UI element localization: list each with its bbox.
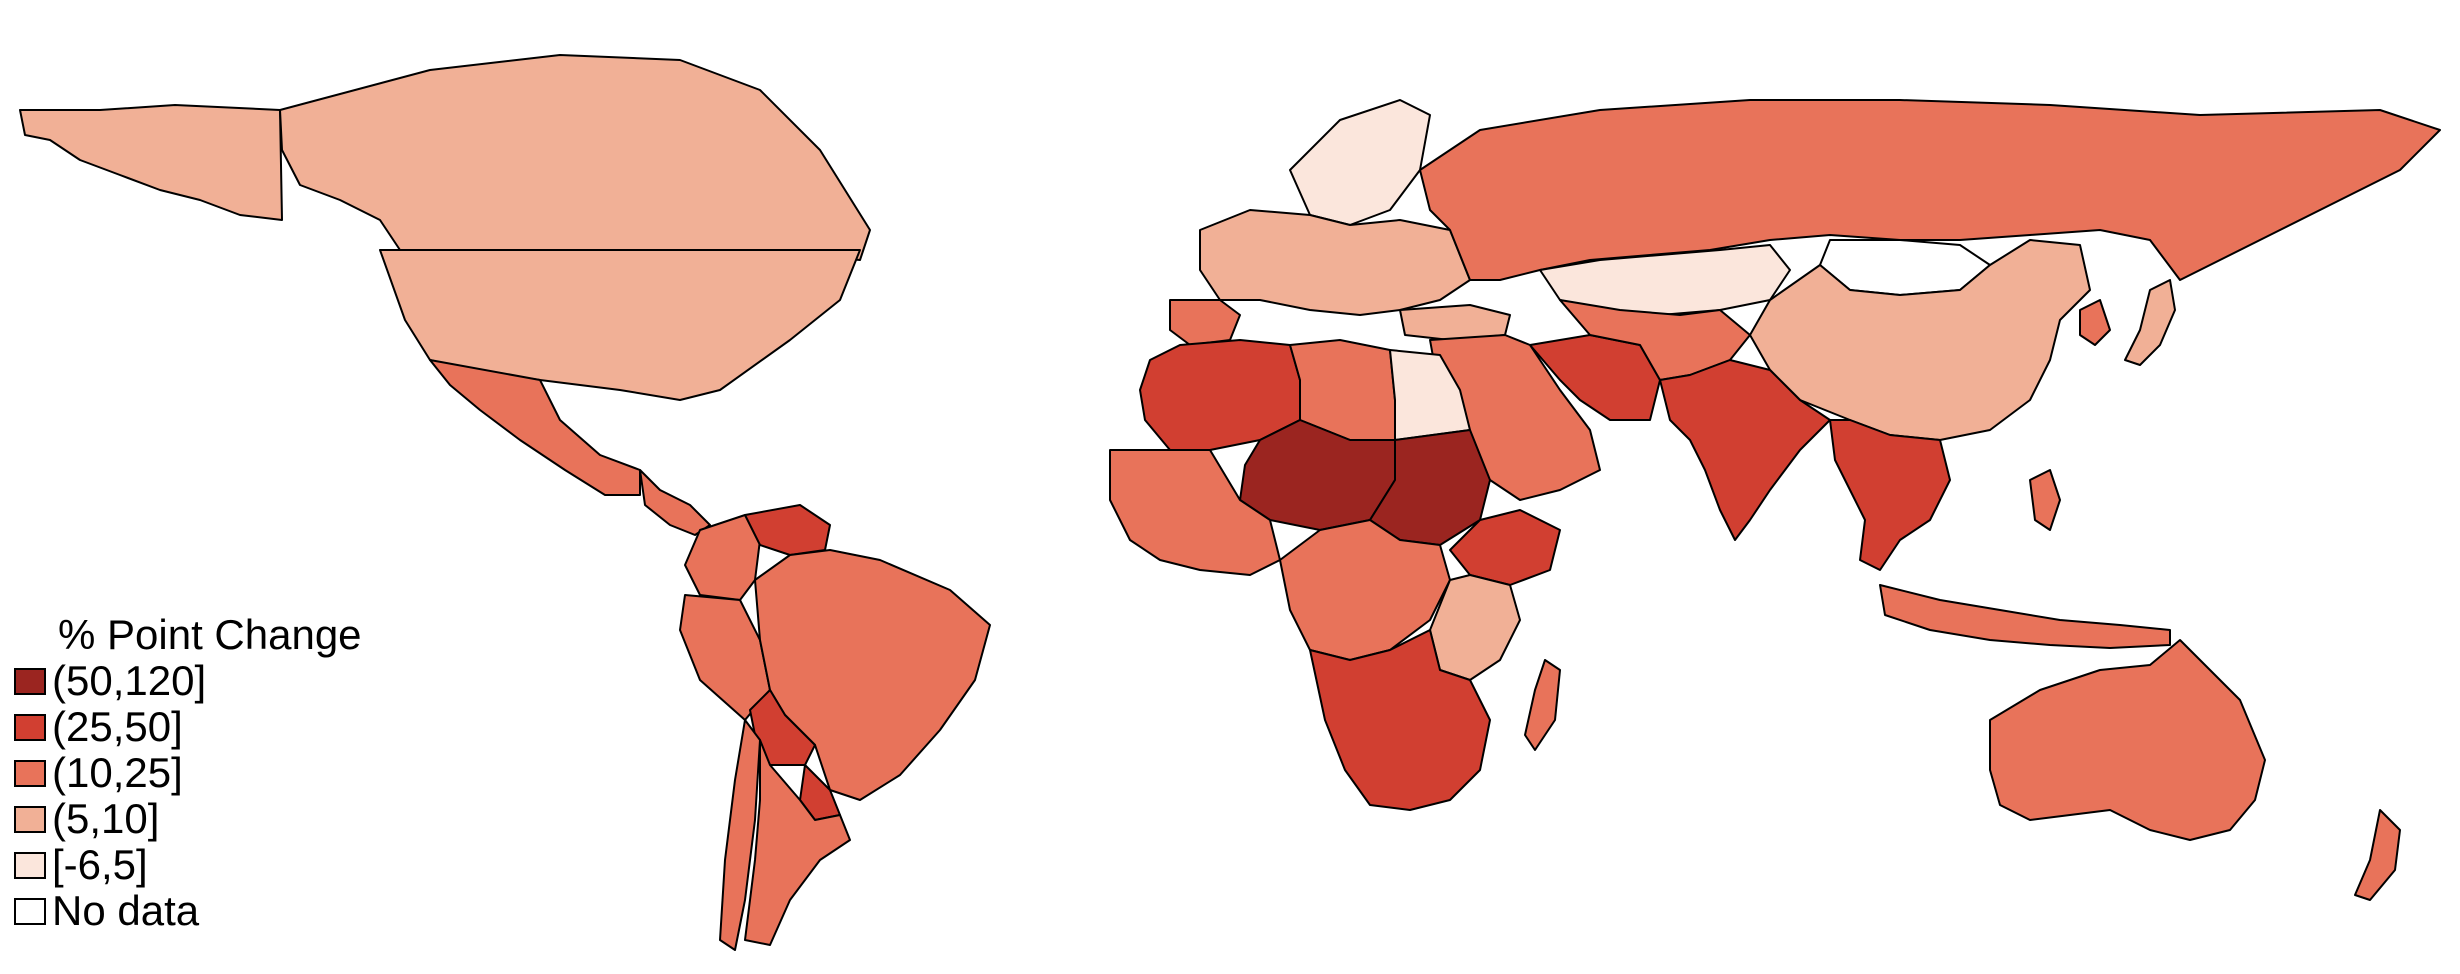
region-alaska xyxy=(19,104,283,221)
region-southern-africa xyxy=(1309,629,1491,811)
legend-item: (10,25] xyxy=(14,750,362,796)
legend-label: (25,50] xyxy=(52,703,183,750)
region-argentina xyxy=(744,739,851,946)
legend-label: (5,10] xyxy=(52,795,160,842)
legend-swatch xyxy=(14,713,46,741)
region-scandinavia xyxy=(1289,99,1431,226)
region-philippines xyxy=(2029,469,2061,531)
legend-swatch xyxy=(14,805,46,833)
legend-item: No data xyxy=(14,888,362,934)
region-canada xyxy=(279,54,871,261)
legend-label: (10,25] xyxy=(52,749,183,796)
legend-label: No data xyxy=(52,887,200,934)
region-new-zealand xyxy=(2354,809,2401,901)
region-west-africa xyxy=(1109,449,1281,576)
region-bolivia xyxy=(749,689,816,766)
legend-item: (50,120] xyxy=(14,658,362,704)
region-peru xyxy=(679,594,771,721)
legend-label: (50,120] xyxy=(52,657,207,704)
region-japan xyxy=(2124,279,2176,366)
region-australia xyxy=(1989,639,2266,841)
region-usa xyxy=(379,249,861,401)
legend-item: (5,10] xyxy=(14,796,362,842)
legend-swatch xyxy=(14,759,46,787)
region-china xyxy=(1749,239,2091,441)
legend-swatch xyxy=(14,851,46,879)
region-indonesia xyxy=(1879,584,2171,649)
region-madagascar xyxy=(1524,659,1561,751)
region-central-america xyxy=(639,469,711,536)
region-mexico xyxy=(429,359,641,496)
legend-swatch xyxy=(14,667,46,695)
region-korea xyxy=(2079,299,2111,346)
region-chile xyxy=(719,719,761,951)
map-legend: % Point Change (50,120] (25,50] (10,25] … xyxy=(14,612,362,934)
region-india xyxy=(1659,359,1831,541)
region-europe xyxy=(1199,209,1471,316)
region-ethiopia xyxy=(1449,509,1561,586)
legend-label: [-6,5] xyxy=(52,841,148,888)
legend-swatch xyxy=(14,897,46,925)
region-russia xyxy=(1419,99,2441,281)
region-central-africa xyxy=(1279,519,1451,661)
legend-title: % Point Change xyxy=(58,611,362,658)
region-southeast-asia xyxy=(1829,419,1951,571)
region-iberia xyxy=(1169,299,1241,346)
legend-item: (25,50] xyxy=(14,704,362,750)
region-turkey xyxy=(1399,304,1511,341)
legend-item: [-6,5] xyxy=(14,842,362,888)
